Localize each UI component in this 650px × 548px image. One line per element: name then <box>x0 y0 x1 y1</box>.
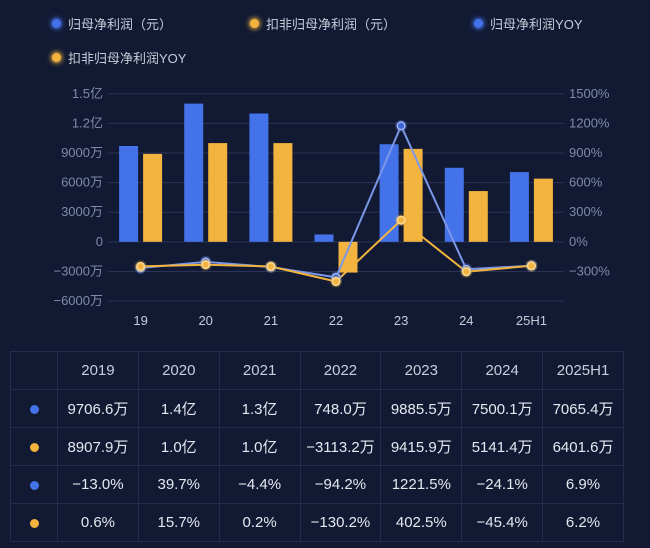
svg-text:21: 21 <box>264 313 278 328</box>
svg-text:6000万: 6000万 <box>61 175 103 190</box>
svg-text:9000万: 9000万 <box>61 145 103 160</box>
svg-text:0%: 0% <box>569 234 588 249</box>
svg-text:1.5亿: 1.5亿 <box>72 86 103 101</box>
svg-text:22: 22 <box>329 313 343 328</box>
svg-text:−6000万: −6000万 <box>53 293 103 308</box>
svg-text:1500%: 1500% <box>569 86 610 101</box>
svg-text:900%: 900% <box>569 145 603 160</box>
svg-text:24: 24 <box>459 313 473 328</box>
svg-text:0: 0 <box>96 234 103 249</box>
svg-text:−3000万: −3000万 <box>53 263 103 278</box>
svg-text:3000万: 3000万 <box>61 204 103 219</box>
svg-text:25H1: 25H1 <box>516 313 547 328</box>
svg-text:20: 20 <box>198 313 212 328</box>
svg-text:19: 19 <box>133 313 147 328</box>
svg-text:600%: 600% <box>569 175 603 190</box>
svg-text:23: 23 <box>394 313 408 328</box>
svg-text:300%: 300% <box>569 204 603 219</box>
svg-text:−300%: −300% <box>569 263 610 278</box>
svg-text:1200%: 1200% <box>569 115 610 130</box>
svg-text:1.2亿: 1.2亿 <box>72 115 103 130</box>
